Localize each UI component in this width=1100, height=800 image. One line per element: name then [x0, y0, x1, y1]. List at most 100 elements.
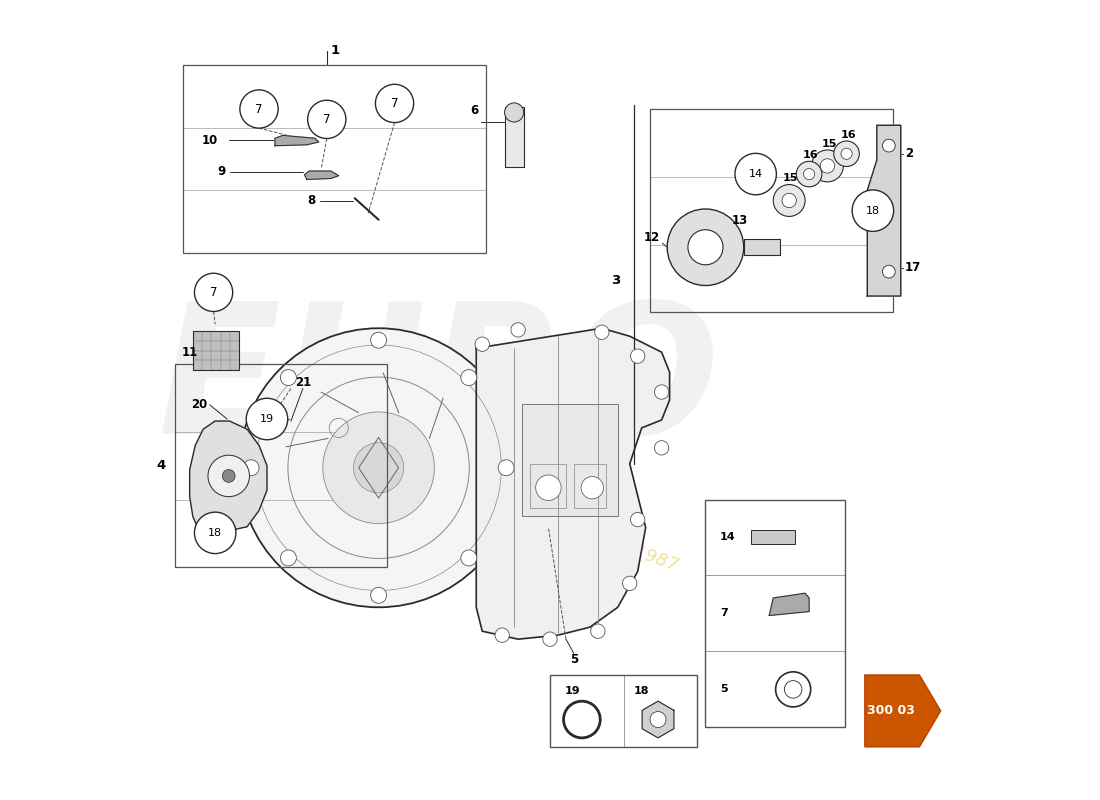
- Polygon shape: [476, 328, 670, 639]
- Circle shape: [623, 576, 637, 590]
- Circle shape: [595, 325, 609, 339]
- Text: 7: 7: [719, 608, 727, 618]
- Text: 11: 11: [182, 346, 198, 358]
- Circle shape: [773, 185, 805, 217]
- Bar: [192, 331, 239, 370]
- Bar: [505, 107, 524, 166]
- Bar: [522, 404, 618, 515]
- Text: 13: 13: [732, 214, 748, 227]
- Circle shape: [842, 148, 852, 159]
- Circle shape: [246, 398, 288, 440]
- Circle shape: [208, 455, 250, 497]
- Text: 15: 15: [822, 138, 837, 149]
- Text: 300 03: 300 03: [867, 705, 914, 718]
- Text: 3: 3: [610, 274, 620, 287]
- Text: 7: 7: [390, 97, 398, 110]
- Circle shape: [461, 370, 476, 386]
- Circle shape: [630, 513, 645, 526]
- Text: 14: 14: [719, 532, 736, 542]
- Polygon shape: [275, 135, 319, 146]
- Circle shape: [668, 209, 744, 286]
- Circle shape: [375, 84, 414, 122]
- Bar: [184, 65, 486, 253]
- Circle shape: [834, 141, 859, 166]
- Circle shape: [536, 475, 561, 501]
- Text: 18: 18: [208, 528, 222, 538]
- Text: 21: 21: [295, 376, 311, 389]
- Circle shape: [654, 441, 669, 455]
- Text: 5: 5: [719, 684, 727, 694]
- Circle shape: [688, 230, 723, 265]
- Polygon shape: [867, 126, 901, 296]
- Text: 20: 20: [191, 398, 208, 411]
- Bar: [744, 239, 780, 255]
- Circle shape: [650, 711, 666, 727]
- Circle shape: [782, 194, 796, 208]
- Circle shape: [630, 349, 645, 363]
- Bar: [751, 530, 794, 544]
- Circle shape: [852, 190, 893, 231]
- Circle shape: [308, 100, 345, 138]
- Bar: [550, 675, 697, 746]
- Text: 7: 7: [323, 113, 330, 126]
- Circle shape: [461, 550, 476, 566]
- Text: 15: 15: [783, 173, 799, 183]
- Polygon shape: [642, 701, 674, 738]
- Polygon shape: [865, 675, 940, 746]
- Circle shape: [821, 158, 835, 173]
- Circle shape: [510, 322, 526, 337]
- Circle shape: [243, 460, 258, 476]
- Circle shape: [581, 477, 604, 499]
- Circle shape: [322, 412, 434, 523]
- Circle shape: [882, 266, 895, 278]
- Text: EURO: EURO: [157, 296, 719, 472]
- Text: 2: 2: [905, 147, 913, 160]
- Bar: [650, 109, 893, 312]
- Circle shape: [882, 139, 895, 152]
- Bar: [574, 464, 606, 508]
- Circle shape: [280, 550, 296, 566]
- Text: a passion for parts since 1987: a passion for parts since 1987: [419, 465, 681, 574]
- Text: 10: 10: [201, 134, 218, 146]
- Polygon shape: [305, 171, 339, 179]
- Circle shape: [371, 587, 386, 603]
- Circle shape: [505, 103, 524, 122]
- Circle shape: [803, 169, 815, 180]
- Circle shape: [498, 460, 514, 476]
- Text: 8: 8: [307, 194, 315, 207]
- Text: 12: 12: [644, 231, 660, 244]
- Text: 1: 1: [330, 44, 339, 58]
- Circle shape: [812, 150, 844, 182]
- Text: 7: 7: [255, 102, 263, 115]
- Text: 6: 6: [470, 104, 478, 118]
- Text: 16: 16: [803, 150, 818, 160]
- Text: 19: 19: [260, 414, 274, 424]
- Text: 7: 7: [210, 286, 218, 299]
- Circle shape: [475, 337, 490, 351]
- Text: 16: 16: [840, 130, 856, 140]
- Circle shape: [591, 624, 605, 638]
- Bar: [175, 364, 386, 567]
- Circle shape: [280, 370, 296, 386]
- Circle shape: [222, 470, 235, 482]
- Circle shape: [796, 162, 822, 187]
- Circle shape: [240, 90, 278, 128]
- Bar: [705, 500, 845, 727]
- Circle shape: [239, 328, 518, 607]
- Circle shape: [495, 628, 509, 642]
- Circle shape: [654, 385, 669, 399]
- Text: 18: 18: [866, 206, 880, 216]
- Circle shape: [353, 442, 404, 493]
- Circle shape: [195, 512, 235, 554]
- Circle shape: [542, 632, 558, 646]
- Text: 4: 4: [156, 459, 166, 472]
- Polygon shape: [189, 421, 267, 533]
- Circle shape: [735, 154, 777, 194]
- Bar: [530, 464, 565, 508]
- Polygon shape: [769, 594, 810, 615]
- Text: 17: 17: [905, 261, 921, 274]
- Circle shape: [195, 274, 233, 311]
- Text: 14: 14: [749, 169, 762, 179]
- Circle shape: [371, 332, 386, 348]
- Text: 19: 19: [564, 686, 580, 696]
